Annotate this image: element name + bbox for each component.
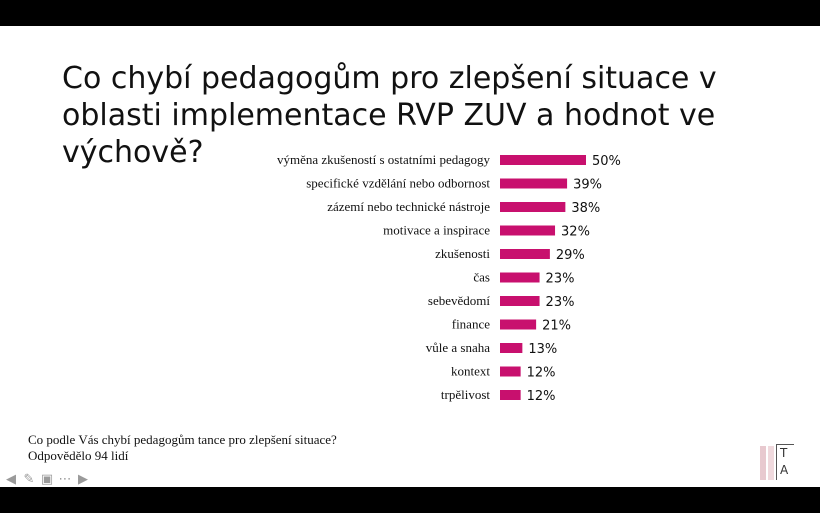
value-label: 32% bbox=[561, 225, 590, 240]
bar bbox=[500, 202, 566, 212]
more-icon[interactable]: ⋯ bbox=[58, 471, 72, 487]
value-label: 29% bbox=[556, 248, 585, 263]
response-count: Odpovědělo 94 lidí bbox=[28, 448, 129, 463]
bar bbox=[500, 155, 586, 165]
category-label: čas bbox=[473, 270, 490, 285]
category-label: finance bbox=[452, 317, 490, 332]
value-label: 12% bbox=[527, 389, 556, 404]
bar bbox=[500, 319, 537, 330]
logo: T A bbox=[760, 444, 796, 482]
bar bbox=[500, 296, 540, 306]
survey-question: Co podle Vás chybí pedagogům tance pro z… bbox=[28, 432, 337, 447]
category-label: výměna zkušeností s ostatními pedagogy bbox=[277, 152, 491, 167]
footnote: Co podle Vás chybí pedagogům tance pro z… bbox=[28, 432, 337, 464]
arrow-left-icon[interactable]: ◀ bbox=[6, 471, 16, 487]
category-label: motivace a inspirace bbox=[383, 223, 490, 238]
value-label: 23% bbox=[546, 295, 575, 310]
category-label: zázemí nebo technické nástroje bbox=[327, 199, 490, 214]
bar bbox=[500, 343, 523, 353]
category-label: kontext bbox=[451, 364, 490, 379]
value-label: 12% bbox=[527, 366, 556, 381]
value-label: 13% bbox=[528, 342, 557, 357]
bar bbox=[500, 366, 521, 377]
category-label: zkušenosti bbox=[435, 246, 490, 261]
bar bbox=[500, 178, 568, 189]
value-label: 38% bbox=[571, 201, 600, 216]
bar bbox=[500, 249, 550, 259]
category-label: trpělivost bbox=[441, 387, 490, 402]
value-label: 39% bbox=[573, 178, 602, 193]
bar bbox=[500, 272, 540, 283]
slides-icon[interactable]: ▣ bbox=[40, 471, 54, 487]
bar bbox=[500, 390, 521, 400]
arrow-right-icon[interactable]: ▶ bbox=[78, 471, 88, 487]
bar-chart: výměna zkušeností s ostatními pedagogy 50… bbox=[277, 152, 621, 404]
logo-letter-t: T bbox=[780, 446, 788, 460]
value-label: 50% bbox=[592, 154, 621, 169]
category-label: specifické vzdělání nebo odbornost bbox=[306, 176, 490, 191]
value-label: 23% bbox=[546, 272, 575, 287]
category-label: sebevědomí bbox=[428, 293, 490, 308]
value-label: 21% bbox=[542, 319, 571, 334]
slide-title: Co chybí pedagogům pro zlepšení situace … bbox=[62, 61, 717, 170]
logo-letter-a: A bbox=[780, 463, 789, 477]
bar bbox=[500, 225, 556, 236]
pen-icon[interactable]: ✎ bbox=[23, 471, 35, 487]
category-label: vůle a snaha bbox=[426, 340, 490, 355]
presentation-toolbar: ◀ ✎ ▣ ⋯ ▶ bbox=[3, 471, 91, 487]
slide: Co chybí pedagogům pro zlepšení situace … bbox=[0, 26, 820, 487]
